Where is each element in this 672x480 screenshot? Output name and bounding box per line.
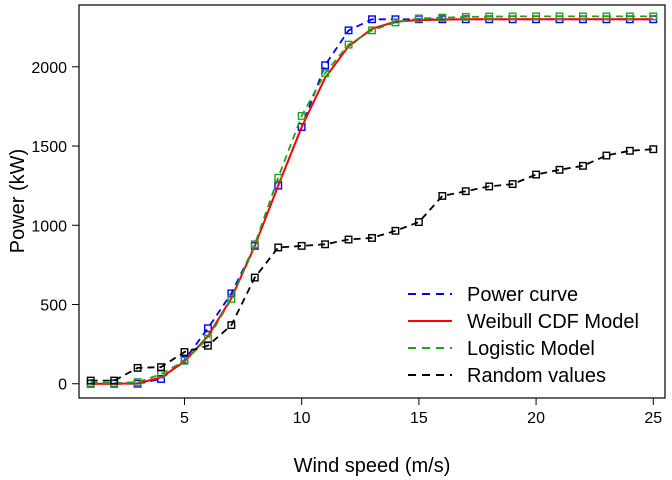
data-point: [532, 170, 541, 179]
data-point: [227, 295, 236, 303]
data-point: [227, 321, 236, 330]
data-point: [649, 12, 658, 21]
data-point: [180, 348, 189, 356]
data-point: [368, 233, 376, 242]
x-axis: 5 10 15 20 25: [180, 398, 662, 427]
legend-label: Power curve: [467, 284, 578, 306]
data-point: [438, 192, 447, 200]
y-tick-label: 0: [58, 377, 67, 394]
data-point: [344, 235, 353, 244]
data-point: [555, 12, 564, 21]
data-point: [321, 61, 330, 70]
data-point: [414, 14, 423, 23]
x-tick-label: 15: [410, 410, 428, 427]
data-point: [274, 181, 283, 190]
x-tick-label: 5: [180, 410, 189, 427]
data-point: [461, 12, 470, 21]
legend-item: Random values: [408, 365, 606, 387]
data-point: [438, 13, 447, 22]
data-point: [649, 145, 658, 154]
data-point: [203, 324, 212, 333]
data-point: [274, 173, 283, 182]
data-point: [321, 240, 330, 249]
data-point: [157, 363, 165, 372]
data-point: [86, 376, 95, 385]
data-point: [368, 26, 376, 35]
data-point: [133, 378, 142, 387]
data-point: [485, 182, 494, 191]
data-point: [461, 187, 470, 196]
plot-frame: [78, 4, 666, 399]
series-random-values: [86, 145, 658, 385]
y-tick-label: 1000: [31, 218, 67, 235]
legend-item: Logistic Model: [408, 338, 595, 360]
data-point: [297, 241, 306, 250]
data-point: [532, 12, 541, 21]
series-line: [90, 15, 654, 384]
y-axis-title: Power (kW): [7, 149, 29, 253]
y-tick-label: 2000: [31, 60, 67, 77]
series-line: [90, 148, 654, 382]
y-axis: 0 500 1000 1500 2000: [31, 60, 79, 394]
data-point: [579, 161, 587, 170]
x-tick-label: 10: [293, 410, 311, 427]
y-tick-label: 500: [40, 298, 67, 315]
data-point: [274, 243, 283, 252]
data-point: [203, 341, 212, 350]
data-point: [368, 15, 376, 24]
data-point: [250, 240, 259, 249]
data-point: [391, 226, 400, 235]
data-point: [625, 146, 634, 155]
data-point: [133, 363, 142, 372]
legend: Power curve Weibull CDF Model Logistic Mod…: [408, 284, 639, 387]
legend-label: Logistic Model: [467, 338, 595, 360]
data-point: [110, 376, 119, 385]
data-point: [180, 356, 189, 365]
series-layer: [86, 12, 658, 388]
data-point: [485, 12, 494, 21]
data-point: [391, 18, 400, 27]
legend-label: Random values: [467, 365, 606, 387]
x-tick-label: 25: [644, 410, 662, 427]
data-point: [414, 218, 423, 227]
data-point: [625, 12, 634, 21]
x-tick-label: 20: [527, 410, 545, 427]
legend-item: Power curve: [408, 284, 578, 306]
data-point: [297, 111, 306, 120]
legend-label: Weibull CDF Model: [467, 311, 639, 333]
data-point: [602, 151, 611, 160]
data-point: [250, 273, 259, 282]
data-point: [344, 26, 353, 35]
series-logistic-model: [86, 12, 658, 387]
data-point: [579, 12, 587, 21]
data-point: [508, 12, 517, 21]
x-axis-title: Wind speed (m/s): [294, 455, 451, 477]
data-point: [602, 12, 611, 21]
legend-item: Weibull CDF Model: [408, 311, 639, 333]
data-point: [344, 40, 353, 49]
data-point: [508, 180, 517, 189]
y-tick-label: 1500: [31, 139, 67, 156]
data-point: [555, 165, 564, 174]
data-point: [321, 69, 330, 78]
